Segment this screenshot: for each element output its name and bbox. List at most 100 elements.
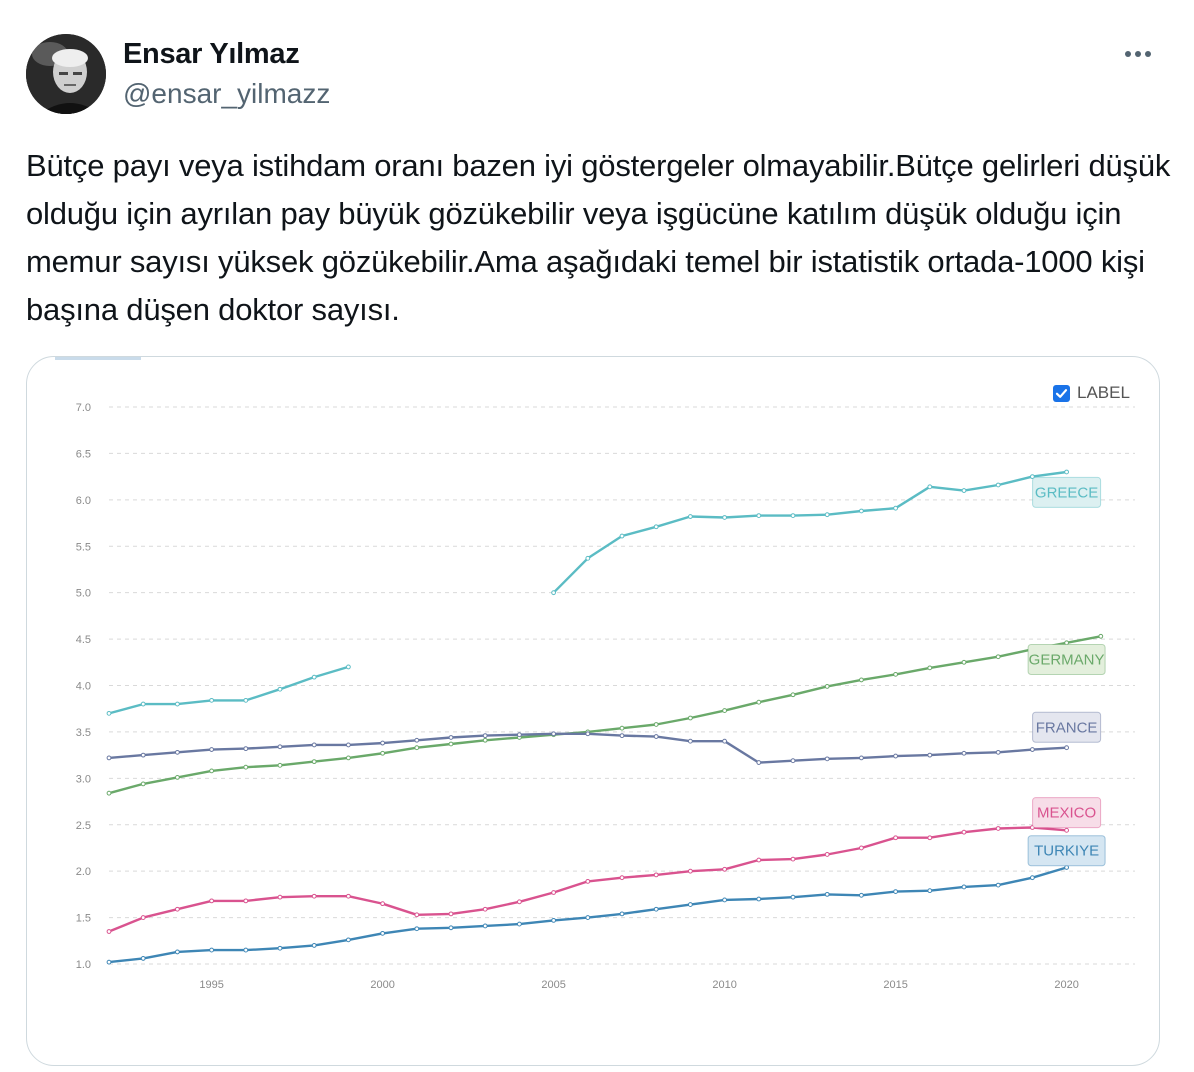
data-point <box>1064 745 1069 751</box>
data-point <box>995 882 1001 888</box>
data-point <box>482 733 488 739</box>
series-label-box <box>1032 711 1102 743</box>
series-label-box <box>1027 644 1106 676</box>
label-checkbox[interactable] <box>1053 384 1070 402</box>
data-point <box>209 697 215 703</box>
data-point <box>209 768 215 774</box>
data-point <box>448 925 454 931</box>
data-point <box>243 947 249 953</box>
data-point <box>140 781 146 787</box>
label-toggle[interactable]: LABEL <box>1053 383 1130 403</box>
data-point <box>961 884 967 890</box>
author-name[interactable]: Ensar Yılmaz <box>123 38 300 70</box>
data-point <box>277 686 283 692</box>
data-point <box>824 852 830 857</box>
data-point <box>688 514 693 519</box>
x-tick-label: 2005 <box>541 979 565 991</box>
data-point <box>140 956 146 961</box>
series-label-france: FRANCE <box>1036 719 1098 736</box>
y-tick-label: 2.5 <box>76 820 91 832</box>
data-point <box>448 741 454 747</box>
data-point <box>175 775 180 780</box>
data-point <box>551 890 556 895</box>
data-point <box>209 898 215 904</box>
data-point <box>277 762 283 768</box>
data-point <box>140 915 146 920</box>
author-handle[interactable]: @ensar_yilmazz <box>123 78 331 109</box>
series-label-greece: GREECE <box>1035 484 1098 501</box>
data-point <box>722 515 727 520</box>
data-point <box>893 671 898 677</box>
avatar[interactable] <box>26 34 106 114</box>
data-point <box>346 893 351 899</box>
y-tick-label: 4.0 <box>76 681 91 693</box>
data-point <box>380 901 386 907</box>
data-point <box>722 738 727 744</box>
data-point <box>277 744 283 750</box>
data-point <box>824 512 830 518</box>
data-point <box>209 747 215 752</box>
data-point <box>824 684 830 689</box>
data-point <box>653 734 659 739</box>
data-point <box>722 708 727 713</box>
series-line-france <box>107 732 1068 764</box>
data-point <box>414 912 420 918</box>
data-point <box>346 937 351 943</box>
data-point <box>653 872 659 878</box>
more-horizontal-icon <box>1145 51 1151 57</box>
y-tick-label: 1.5 <box>76 913 91 925</box>
data-point <box>756 760 762 765</box>
data-point <box>380 740 386 746</box>
y-tick-label: 6.0 <box>76 495 91 507</box>
data-point <box>243 764 249 770</box>
x-tick-label: 2010 <box>712 979 736 991</box>
more-horizontal-icon <box>1135 51 1141 57</box>
data-point <box>346 755 351 761</box>
data-point <box>859 845 864 851</box>
y-tick-label: 3.0 <box>76 773 91 785</box>
series-label-box <box>1032 797 1102 829</box>
series-label-box <box>1027 835 1106 867</box>
data-point <box>209 947 215 953</box>
media-tab-indicator <box>55 357 141 360</box>
data-point <box>653 722 659 727</box>
data-point <box>619 533 625 539</box>
data-point <box>175 906 180 912</box>
series-label-germany: GERMANY <box>1029 652 1105 669</box>
data-point <box>175 749 180 755</box>
data-point <box>995 482 1001 488</box>
data-point <box>927 484 933 490</box>
more-options-button[interactable] <box>1118 40 1158 68</box>
data-point <box>1064 827 1069 833</box>
data-point <box>961 750 967 756</box>
data-point <box>311 893 317 899</box>
data-point <box>927 888 933 894</box>
data-point <box>243 697 249 703</box>
data-point <box>346 664 351 670</box>
data-point <box>688 868 693 874</box>
data-point <box>277 894 283 900</box>
data-point <box>688 715 693 721</box>
y-tick-label: 2.0 <box>76 866 91 878</box>
data-point <box>448 735 454 740</box>
data-point <box>790 513 796 519</box>
series-line-greece <box>552 470 1068 594</box>
data-point <box>619 725 625 731</box>
series-label-box <box>1032 476 1102 508</box>
data-point <box>106 929 112 934</box>
data-point <box>722 897 727 903</box>
data-point <box>517 732 522 738</box>
y-tick-label: 7.0 <box>76 402 91 414</box>
tweet-media-card[interactable]: 1.0 1.5 2.0 2.5 3.0 3.5 4.0 4.5 5.0 5.5 6.0 6.5 7.0 1… <box>26 356 1160 1066</box>
data-point <box>893 889 898 894</box>
data-point <box>619 733 625 739</box>
data-point <box>961 659 967 665</box>
data-point <box>824 891 830 897</box>
data-point <box>414 926 420 932</box>
data-point <box>448 911 454 917</box>
data-point <box>927 665 933 671</box>
data-point <box>277 945 283 951</box>
data-point <box>346 742 351 748</box>
data-point <box>995 749 1001 755</box>
data-point <box>585 555 591 561</box>
